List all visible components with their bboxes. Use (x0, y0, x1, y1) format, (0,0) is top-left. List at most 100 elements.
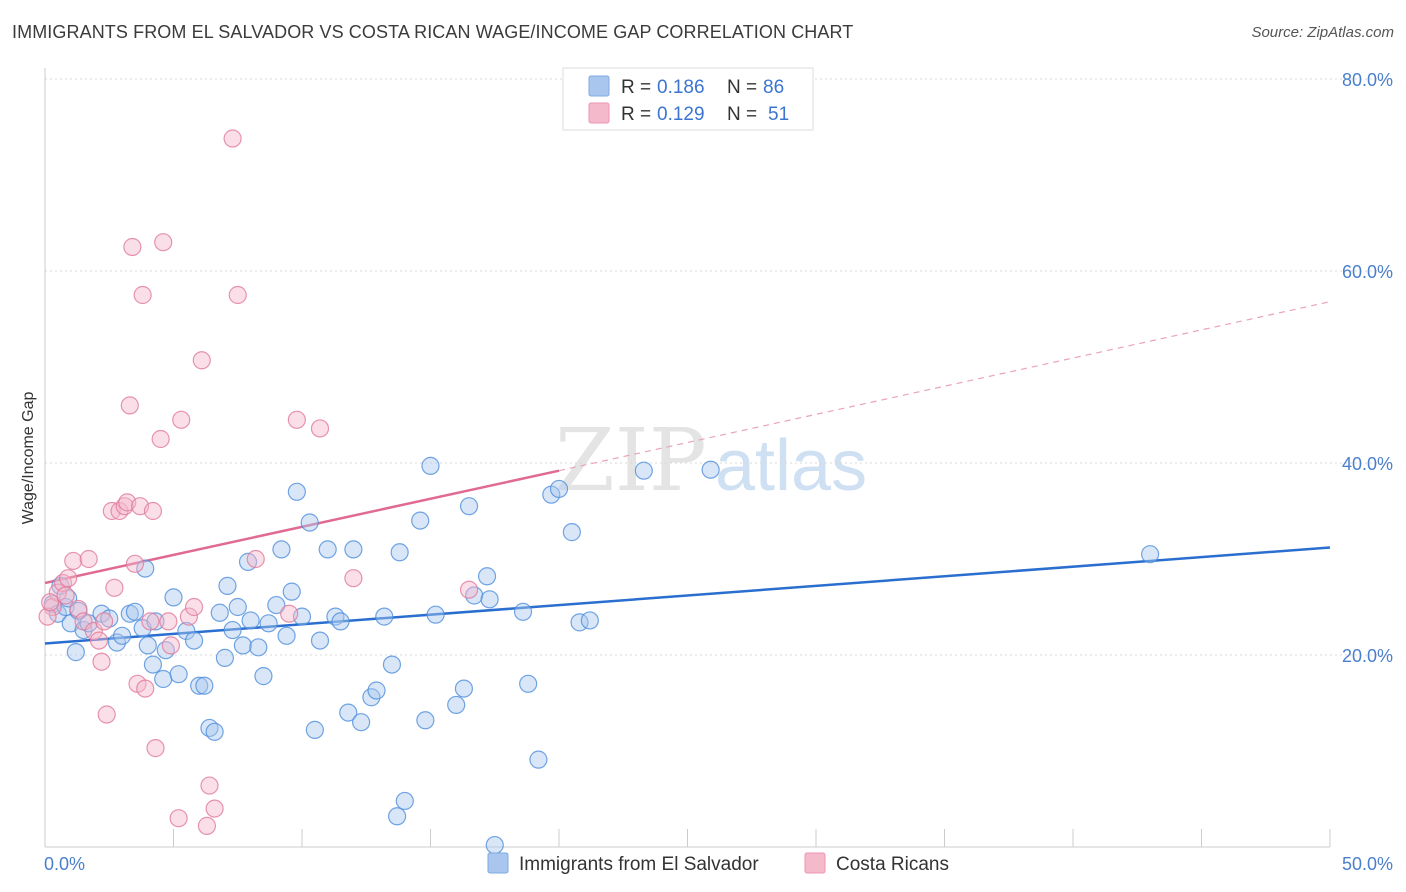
point-el-salvador (146, 612, 165, 631)
point-el-salvador (254, 667, 273, 686)
x-tick-label: 0.0% (44, 854, 85, 874)
point-el-salvador (395, 791, 414, 811)
point-el-salvador (634, 461, 653, 480)
y-tick-label: 60.0% (1342, 262, 1393, 282)
point-el-salvador (272, 540, 291, 559)
point-costa-ricans (95, 612, 114, 631)
legend-n-value-2: 51 (768, 104, 789, 125)
point-el-salvador (223, 620, 242, 640)
point-costa-ricans (125, 554, 145, 573)
point-el-salvador (339, 703, 358, 722)
point-el-salvador (318, 540, 337, 559)
top-legend: R = 0.186 N = 86 R = 0.129 N = 51 (562, 67, 814, 131)
point-el-salvador (382, 655, 402, 674)
point-costa-ricans (310, 419, 330, 438)
bottom-legend-label-costa-ricans: Costa Ricans (836, 854, 949, 875)
point-el-salvador (249, 638, 268, 657)
point-el-salvador (190, 676, 209, 695)
point-el-salvador (580, 611, 599, 630)
point-el-salvador (549, 479, 569, 499)
point-costa-ricans (459, 580, 479, 599)
legend-r-value-2: 0.129 (657, 104, 705, 125)
point-el-salvador (513, 602, 533, 621)
point-costa-ricans (184, 597, 204, 617)
point-el-salvador (138, 636, 157, 655)
point-costa-ricans (172, 410, 191, 429)
point-costa-ricans (141, 612, 160, 631)
point-el-salvador (195, 676, 214, 695)
legend-swatch-el-salvador (588, 75, 610, 97)
y-tick-label: 80.0% (1342, 70, 1393, 90)
y-tick-label: 40.0% (1342, 454, 1393, 474)
point-costa-ricans (97, 705, 116, 724)
point-el-salvador (277, 626, 296, 645)
point-el-salvador (477, 567, 497, 586)
point-costa-ricans (159, 612, 178, 631)
point-costa-ricans (41, 593, 60, 612)
point-costa-ricans (228, 285, 247, 305)
point-el-salvador (267, 595, 286, 615)
legend-swatch-costa-ricans (588, 102, 610, 124)
point-costa-ricans (192, 351, 211, 370)
point-costa-ricans (344, 569, 363, 588)
point-costa-ricans (133, 285, 152, 305)
point-el-salvador (66, 643, 85, 662)
x-tick-label: 50.0% (1342, 854, 1393, 874)
point-el-salvador (465, 586, 484, 605)
bottom-legend-label-el-salvador: Immigrants from El Salvador (519, 854, 759, 875)
point-el-salvador (305, 720, 324, 739)
legend-r-label-1: R = (621, 77, 651, 98)
point-el-salvador (164, 588, 183, 607)
point-el-salvador (112, 626, 132, 645)
point-el-salvador (210, 603, 229, 622)
point-costa-ricans (154, 233, 173, 252)
point-el-salvador (375, 607, 394, 626)
point-el-salvador (426, 605, 445, 624)
point-el-salvador (421, 456, 440, 475)
point-costa-ricans (43, 597, 62, 617)
point-el-salvador (177, 621, 196, 641)
watermark-atlas: atlas (715, 426, 867, 506)
bottom-legend-swatch-costa-ricans (804, 852, 826, 874)
axes (44, 68, 1331, 848)
point-costa-ricans (151, 429, 170, 449)
point-el-salvador (259, 614, 278, 633)
watermark-zip: ZIP (555, 411, 707, 511)
point-costa-ricans (146, 739, 165, 758)
point-el-salvador (331, 612, 350, 631)
point-el-salvador (344, 540, 363, 559)
point-el-salvador (485, 835, 504, 855)
point-el-salvador (205, 722, 224, 741)
point-el-salvador (300, 513, 319, 532)
point-costa-ricans (143, 501, 163, 521)
point-costa-ricans (169, 809, 188, 828)
point-el-salvador (241, 611, 260, 630)
legend-n-label-2: N = (727, 104, 757, 125)
point-costa-ricans (246, 549, 265, 569)
point-costa-ricans (56, 586, 75, 605)
data-points (38, 129, 1160, 855)
point-el-salvador (233, 636, 252, 655)
point-el-salvador (562, 523, 581, 542)
point-el-salvador (215, 648, 234, 667)
point-costa-ricans (38, 607, 57, 626)
legend-n-value-1: 86 (763, 77, 784, 98)
point-el-salvador (282, 582, 301, 601)
bottom-legend: Immigrants from El Salvador Costa Ricans (487, 852, 949, 875)
point-el-salvador (447, 695, 466, 715)
tick-labels: 20.0% 40.0% 60.0% 80.0% 0.0% 50.0% (44, 70, 1393, 874)
point-el-salvador (287, 482, 306, 501)
point-el-salvador (529, 750, 548, 769)
bottom-legend-swatch-el-salvador (487, 852, 509, 874)
point-el-salvador (352, 713, 371, 732)
point-el-salvador (519, 674, 538, 693)
point-el-salvador (310, 631, 330, 650)
point-costa-ricans (205, 799, 224, 818)
point-costa-ricans (79, 549, 98, 569)
point-el-salvador (387, 807, 407, 826)
point-costa-ricans (89, 631, 109, 650)
point-costa-ricans (120, 396, 139, 415)
point-costa-ricans (287, 410, 306, 429)
point-costa-ricans (179, 607, 199, 626)
